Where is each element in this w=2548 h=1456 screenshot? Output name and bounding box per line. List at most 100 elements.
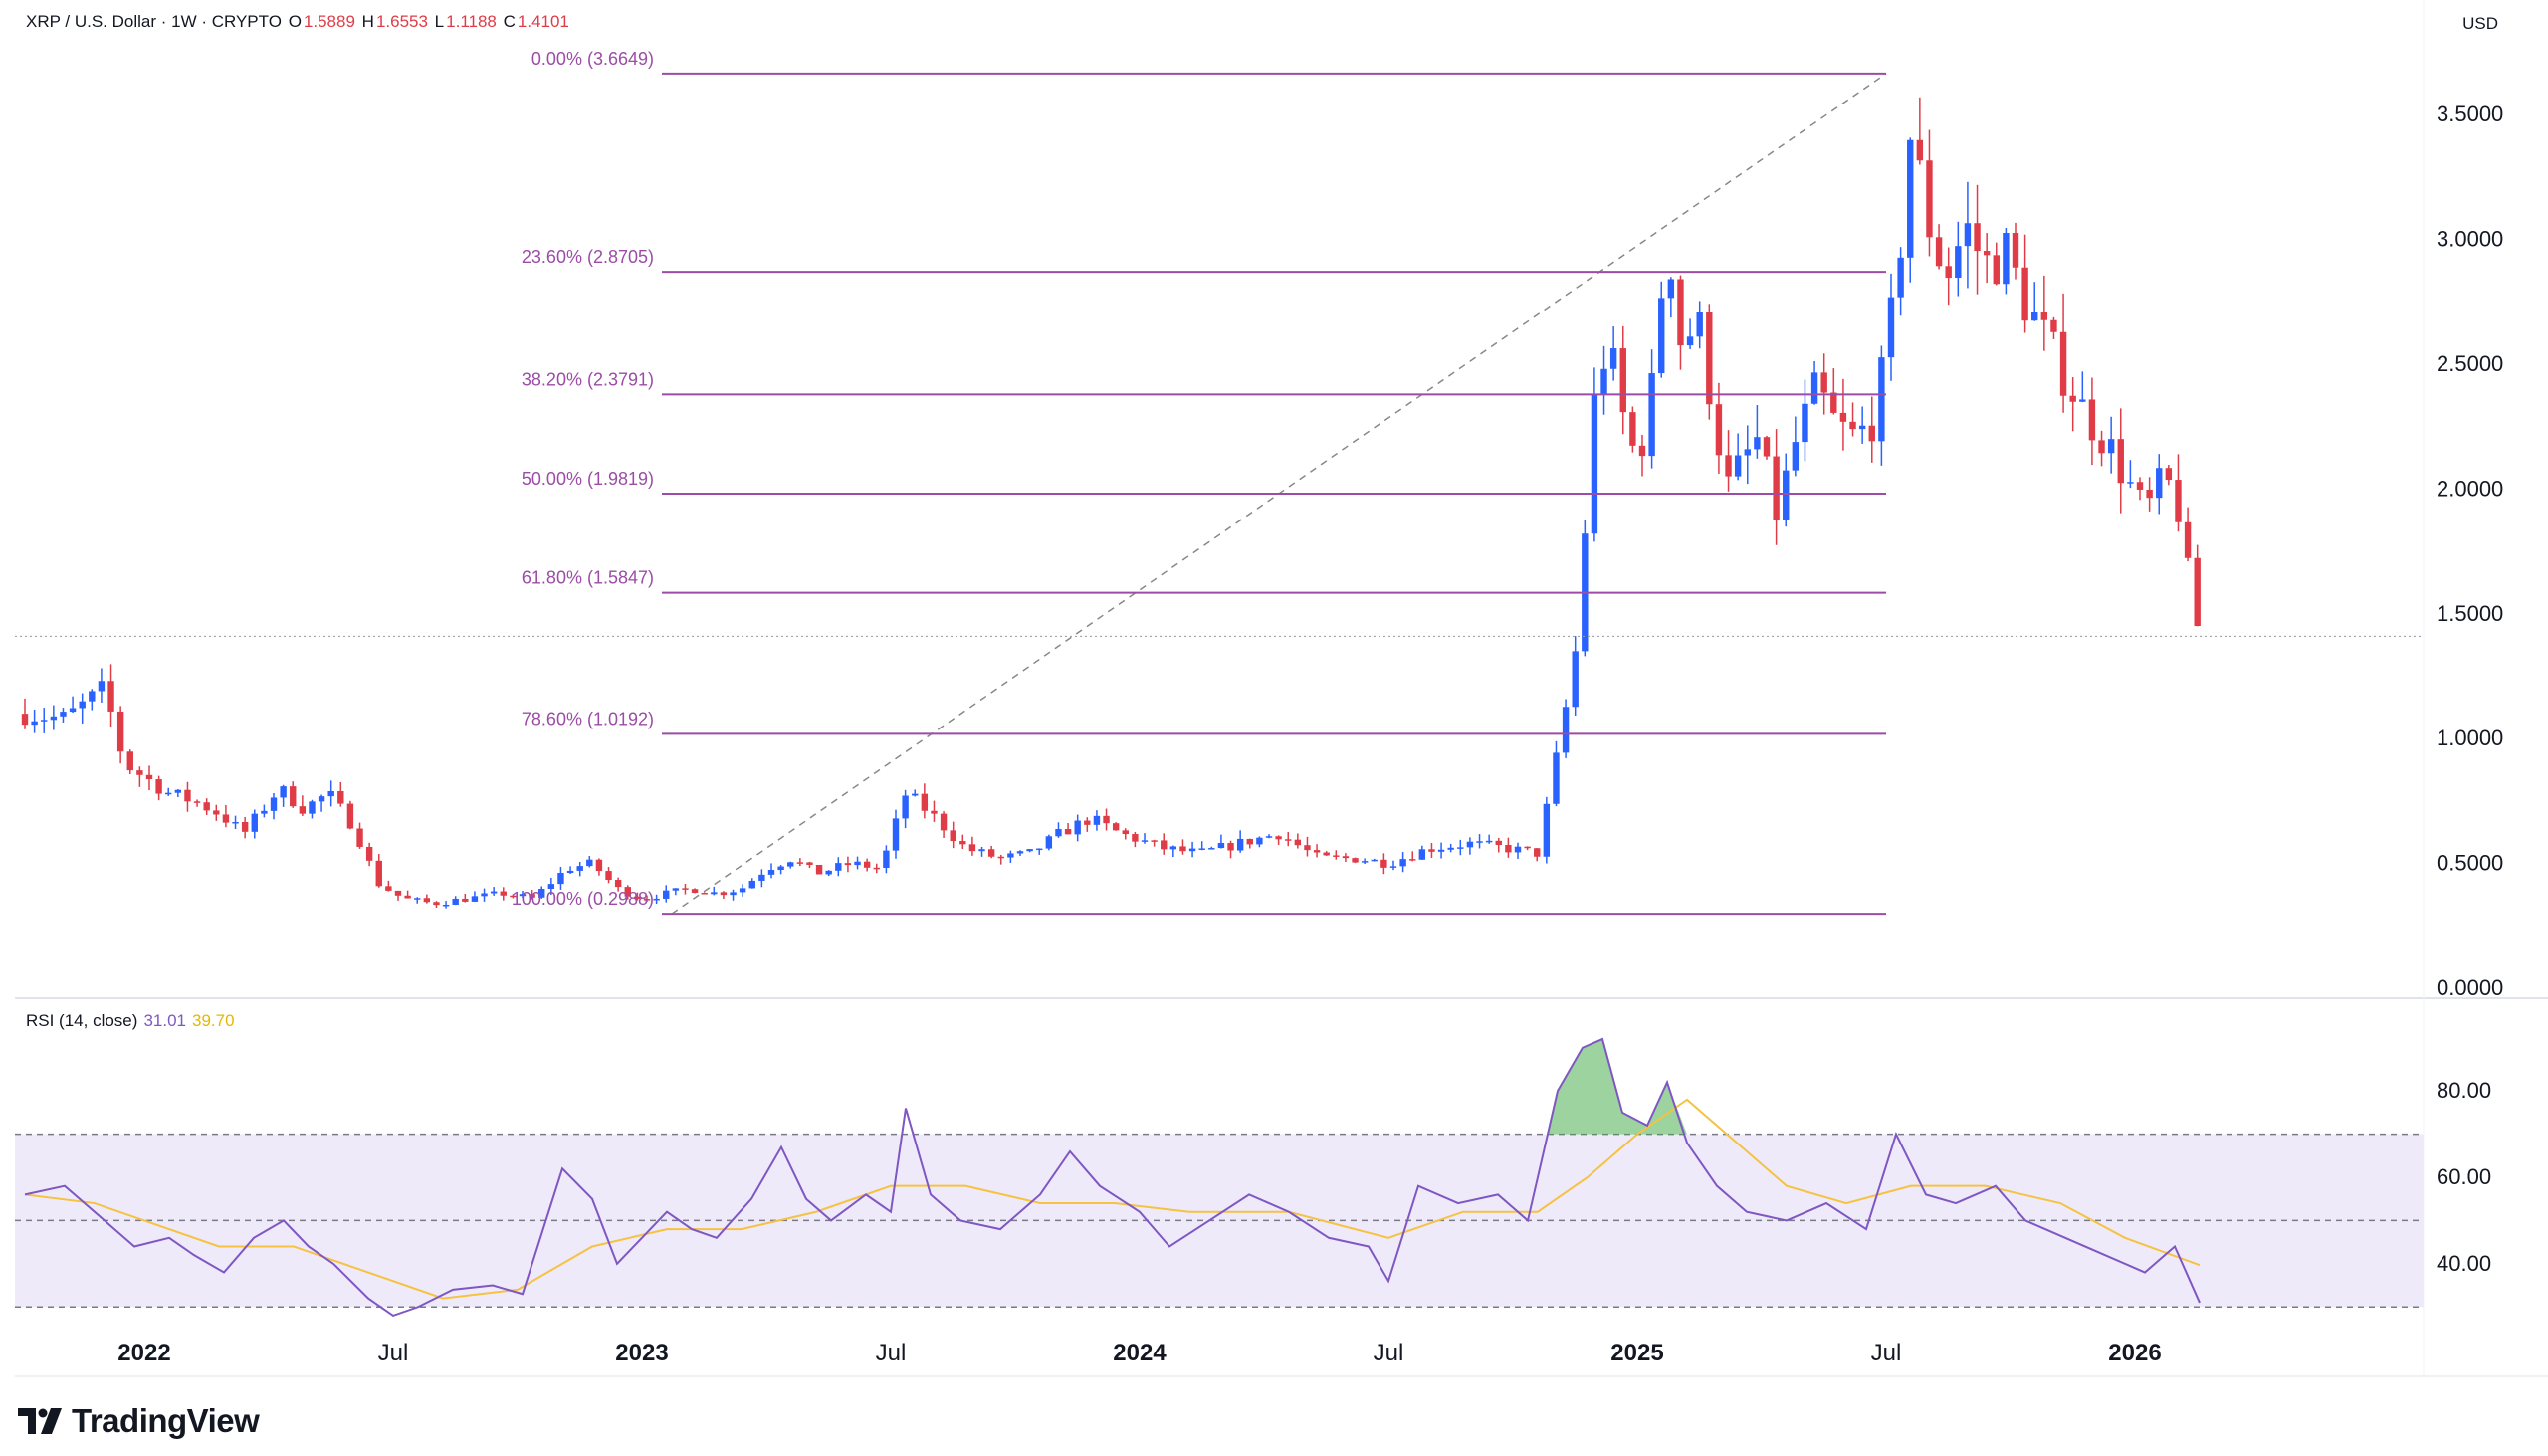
candle-body — [1256, 837, 1263, 845]
fib-level-label: 23.60% (2.8705) — [522, 247, 654, 267]
candle-body — [79, 701, 86, 709]
candle-body — [1897, 257, 1904, 298]
candle-body — [145, 774, 153, 780]
candle-body — [193, 801, 201, 803]
candle-body — [1773, 456, 1780, 520]
candle-body — [1285, 839, 1292, 841]
time-tick-label: 2025 — [1610, 1340, 1663, 1366]
candle-body — [1457, 847, 1464, 849]
candle-body — [1648, 373, 1655, 457]
candle-body — [385, 886, 392, 891]
candle-body — [1955, 246, 1962, 279]
candle-body — [375, 860, 382, 887]
candle-body — [912, 793, 919, 796]
candle-body — [69, 708, 77, 713]
candle-body — [1112, 823, 1120, 831]
candle-body — [365, 846, 373, 861]
candle-body — [844, 863, 852, 866]
candle-body — [1514, 846, 1522, 853]
price-tick-label: 3.0000 — [2437, 227, 2503, 252]
candle-body — [1007, 853, 1014, 858]
candle-body — [2059, 331, 2067, 396]
candle-body — [1609, 348, 1617, 369]
candle-body — [1447, 847, 1454, 850]
high-label: H — [361, 12, 374, 31]
candle-body — [270, 797, 278, 811]
price-tick-label: 0.0000 — [2437, 975, 2503, 1000]
candle-body — [500, 891, 507, 896]
candles — [21, 97, 2201, 909]
candle-body — [2040, 312, 2048, 320]
candle-body — [1495, 840, 1502, 845]
close-value: 1.4101 — [517, 12, 569, 31]
candle-body — [1858, 425, 1866, 430]
candle-body — [1658, 298, 1665, 374]
candle-body — [1734, 455, 1742, 477]
candle-body — [98, 681, 106, 692]
rsi-tick-label: 60.00 — [2437, 1164, 2491, 1189]
candle-body — [1361, 861, 1369, 863]
candle-body — [1409, 859, 1416, 861]
time-tick-label: 2026 — [2108, 1340, 2161, 1366]
candle-body — [1820, 372, 1827, 393]
time-tick-label: Jul — [1374, 1340, 1404, 1366]
rsi-value: 31.01 — [143, 1011, 186, 1030]
candle-body — [1907, 139, 1914, 258]
candle-body — [835, 863, 842, 871]
candle-body — [442, 904, 450, 907]
candle-body — [2012, 232, 2019, 268]
candle-body — [1868, 425, 1875, 442]
currency-label[interactable]: USD — [2462, 14, 2498, 33]
candle-body — [1686, 336, 1694, 346]
candle-body — [883, 850, 890, 868]
time-tick-label: 2022 — [117, 1340, 170, 1366]
candle-body — [1064, 829, 1072, 835]
candle-body — [931, 810, 938, 814]
tradingview-logo[interactable]: TradingView — [18, 1401, 260, 1441]
tradingview-logo-icon — [18, 1408, 62, 1434]
candle-body — [1227, 843, 1234, 851]
candle-body — [1371, 859, 1378, 862]
candle-body — [126, 751, 133, 771]
open-value: 1.5889 — [303, 12, 355, 31]
candle-body — [2003, 232, 2010, 285]
candle-body — [968, 844, 976, 852]
candle-body — [730, 892, 737, 896]
candle-body — [672, 888, 680, 891]
rsi-header: RSI (14, close) 31.01 39.70 — [26, 1011, 235, 1031]
candle-body — [1725, 455, 1732, 477]
open-label: O — [288, 12, 302, 31]
candle-body — [213, 810, 220, 815]
candle-body — [1802, 403, 1808, 443]
candle-body — [2088, 399, 2096, 441]
candle-body — [1916, 139, 1924, 161]
candle-body — [691, 889, 699, 893]
candle-body — [2194, 557, 2201, 627]
candle-body — [1132, 834, 1139, 842]
candle-body — [1084, 820, 1091, 825]
candle-body — [1141, 840, 1149, 842]
candle-body — [2031, 312, 2038, 321]
candle-body — [290, 786, 297, 807]
candle-body — [739, 888, 746, 893]
candle-body — [1505, 844, 1512, 853]
time-tick-label: 2024 — [1113, 1340, 1167, 1366]
candle-body — [346, 803, 354, 829]
candle-body — [241, 822, 249, 832]
candle-body — [1333, 855, 1340, 857]
candle-body — [490, 891, 498, 894]
candle-body — [2021, 267, 2028, 321]
candle-body — [1974, 223, 1981, 252]
candle-body — [471, 896, 479, 902]
brand-name: TradingView — [72, 1402, 260, 1439]
candle-body — [987, 849, 995, 857]
candle-body — [203, 802, 210, 811]
rsi-overbought-fill — [1548, 1039, 1697, 1135]
candle-body — [89, 691, 96, 702]
candle-body — [1849, 421, 1856, 430]
candle-body — [423, 898, 431, 903]
candle-body — [892, 818, 900, 851]
candle-body — [1553, 752, 1560, 804]
candle-body — [251, 813, 258, 832]
